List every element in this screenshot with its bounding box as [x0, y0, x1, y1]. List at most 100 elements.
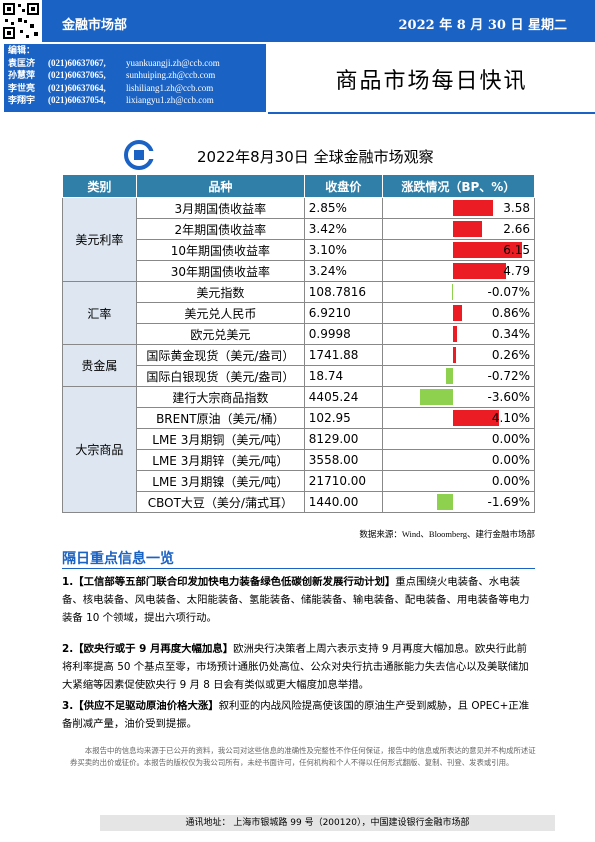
instrument-name: 10年期国债收益率 [135, 239, 305, 261]
report-date: 2022 年 8 月 30 日 星期二 [398, 18, 567, 33]
table-row: 10年期国债收益率 3.10% 6.15 [63, 239, 536, 261]
table-row: LME 3月期铜（美元/吨） 8129.00 0.00% [63, 428, 536, 450]
change-cell: 4.79 [381, 260, 536, 282]
table-row: 欧元兑美元 0.9998 0.34% [63, 323, 536, 345]
department-name: 金融市场部 [62, 18, 128, 33]
col-header-name: 品种 [135, 174, 305, 198]
editor-email[interactable]: lishiliang1.zh@ccb.com [126, 82, 214, 93]
close-price: 21710.00 [303, 470, 383, 492]
change-value: 2.66 [503, 222, 530, 236]
editor-row: 袁匡济 (021)60637067, yuankuangji.zh@ccb.com [8, 57, 220, 68]
change-cell: -3.60% [381, 386, 536, 408]
editor-email[interactable]: lixiangyu1.zh@ccb.com [126, 95, 214, 106]
change-cell: -0.07% [381, 281, 536, 303]
change-bar [452, 284, 453, 300]
editor-row: 孙慧萍 (021)60637065, sunhuiping.zh@ccb.com [8, 70, 216, 81]
news-headline: 【供应不足驱动原油价格大涨】 [73, 700, 219, 712]
change-value: 3.58 [503, 201, 530, 215]
close-price: 8129.00 [303, 428, 383, 450]
instrument-name: 国际白银现货（美元/盎司） [135, 365, 305, 387]
change-value: -0.72% [487, 369, 530, 383]
table-title: 2022年8月30日 全球金融市场观察 [197, 148, 434, 166]
table-header-area: 2022年8月30日 全球金融市场观察 [62, 140, 535, 172]
editor-email[interactable]: yuankuangji.zh@ccb.com [126, 57, 220, 68]
close-price: 4405.24 [303, 386, 383, 408]
close-price: 1741.88 [303, 344, 383, 366]
close-price: 108.7816 [303, 281, 383, 303]
instrument-name: 2年期国债收益率 [135, 218, 305, 240]
page-title: 商品市场每日快讯 [335, 69, 528, 94]
news-body: 重点围绕火电装备、水电装备、核电装备、风电装备、太阳能装备、氢能装备、储能装备、… [62, 576, 530, 624]
change-bar [452, 200, 493, 216]
news-item: 3.【供应不足驱动原油价格大涨】叙利亚的内战风险提高使该国的原油生产受到威胁，且… [62, 700, 530, 730]
close-price: 1440.00 [303, 491, 383, 513]
instrument-name: LME 3月期铜（美元/吨） [135, 428, 305, 450]
instrument-name: 国际黄金现货（美元/盎司） [135, 344, 305, 366]
change-value: 6.15 [503, 243, 530, 257]
instrument-name: 建行大宗商品指数 [135, 386, 305, 408]
change-value: 0.34% [491, 327, 530, 341]
change-cell: -1.69% [381, 491, 536, 513]
col-header-category: 类别 [62, 174, 137, 198]
change-cell: 0.00% [381, 449, 536, 471]
table-row: LME 3月期锌（美元/吨） 3558.00 0.00% [63, 449, 536, 471]
editor-row: 李翔宇 (021)60637054, lixiangyu1.zh@ccb.com [8, 95, 214, 106]
editor-email[interactable]: sunhuiping.zh@ccb.com [126, 70, 216, 81]
news-body: 叙利亚的内战风险提高使该国的原油生产受到威胁，且 OPEC+正准备削减产量，油价… [62, 700, 530, 730]
ccb-logo-icon [124, 140, 158, 170]
col-header-close: 收盘价 [303, 174, 383, 198]
section-title: 隔日重点信息一览 [62, 551, 174, 567]
table-row: CBOT大豆（美分/蒲式耳） 1440.00 -1.69% [63, 491, 536, 513]
instrument-name: BRENT原油（美元/桶） [135, 407, 305, 429]
change-cell: 6.15 [381, 239, 536, 261]
table-row: 美元兑人民币 6.9210 0.86% [63, 302, 536, 324]
instrument-name: 30年期国债收益率 [135, 260, 305, 282]
instrument-name: 美元指数 [135, 281, 305, 303]
close-price: 0.9998 [303, 323, 383, 345]
change-cell: 0.00% [381, 470, 536, 492]
instrument-name: 美元兑人民币 [135, 302, 305, 324]
data-source: 数据来源：Wind、Bloomberg、建行金融市场部 [359, 529, 535, 539]
change-value: 0.00% [491, 432, 530, 446]
table-row: LME 3月期镍（美元/吨） 21710.00 0.00% [63, 470, 536, 492]
category-cell: 贵金属 [62, 344, 137, 387]
close-price: 102.95 [303, 407, 383, 429]
change-bar [437, 494, 453, 510]
category-cell: 汇率 [62, 281, 137, 345]
editor-row: 李世亮 (021)60637064, lishiliang1.zh@ccb.com [8, 82, 214, 93]
news-headline: 【工信部等五部门联合印发加快电力装备绿色低碳创新发展行动计划】 [73, 576, 396, 588]
change-value: 0.00% [491, 453, 530, 467]
news-headline: 【欧央行或于 9 月再度大幅加息】 [73, 643, 234, 655]
change-bar [452, 221, 483, 237]
change-value: 0.26% [491, 348, 530, 362]
editors-title: 编辑： [8, 45, 36, 55]
change-cell: 0.34% [381, 323, 536, 345]
table-row: 贵金属 国际黄金现货（美元/盎司） 1741.88 0.26% [62, 344, 536, 387]
table-header-row: 类别 品种 收盘价 涨跌情况（BP、%） [62, 174, 536, 198]
footer-address: 通讯地址： 上海市银城路 99 号（200120），中国建设银行金融市场部 [100, 815, 555, 831]
news-item: 2.【欧央行或于 9 月再度大幅加息】欧洲央行决策者上周六表示支持 9 月再度大… [62, 643, 529, 691]
market-table: 类别 品种 收盘价 涨跌情况（BP、%） 美元利率 3月期国债收益率 2.85% 3.… [62, 174, 536, 513]
instrument-name: 3月期国债收益率 [135, 197, 305, 219]
change-bar [452, 347, 456, 363]
change-value: -3.60% [487, 390, 530, 404]
news-body: 欧洲央行决策者上周六表示支持 9 月再度大幅加息。欧央行此前将利率提高 50 个… [62, 643, 529, 691]
instrument-name: LME 3月期镍（美元/吨） [135, 470, 305, 492]
change-bar [452, 326, 457, 342]
close-price: 3.24% [303, 260, 383, 282]
editors-box: 编辑： 袁匡济 (021)60637067, yuankuangji.zh@ccb.… [4, 44, 266, 112]
change-value: 4.10% [491, 411, 530, 425]
col-header-change: 涨跌情况（BP、%） [381, 174, 536, 198]
change-cell: 4.10% [381, 407, 536, 429]
change-cell: -0.72% [381, 365, 536, 387]
disclaimer: 本报告中的信息均来源于已公开的资料，我公司对这些信息的准确性及完整性不作任何保证… [70, 746, 536, 767]
category-cell: 大宗商品 [62, 386, 137, 513]
change-value: 0.86% [491, 306, 530, 320]
close-price: 2.85% [303, 197, 383, 219]
instrument-name: 欧元兑美元 [135, 323, 305, 345]
change-bar [452, 242, 522, 258]
table-row: 30年期国债收益率 3.24% 4.79 [63, 260, 536, 282]
close-price: 3.42% [303, 218, 383, 240]
news-item: 1.【工信部等五部门联合印发加快电力装备绿色低碳创新发展行动计划】重点围绕火电装… [62, 576, 530, 624]
close-price: 3.10% [303, 239, 383, 261]
